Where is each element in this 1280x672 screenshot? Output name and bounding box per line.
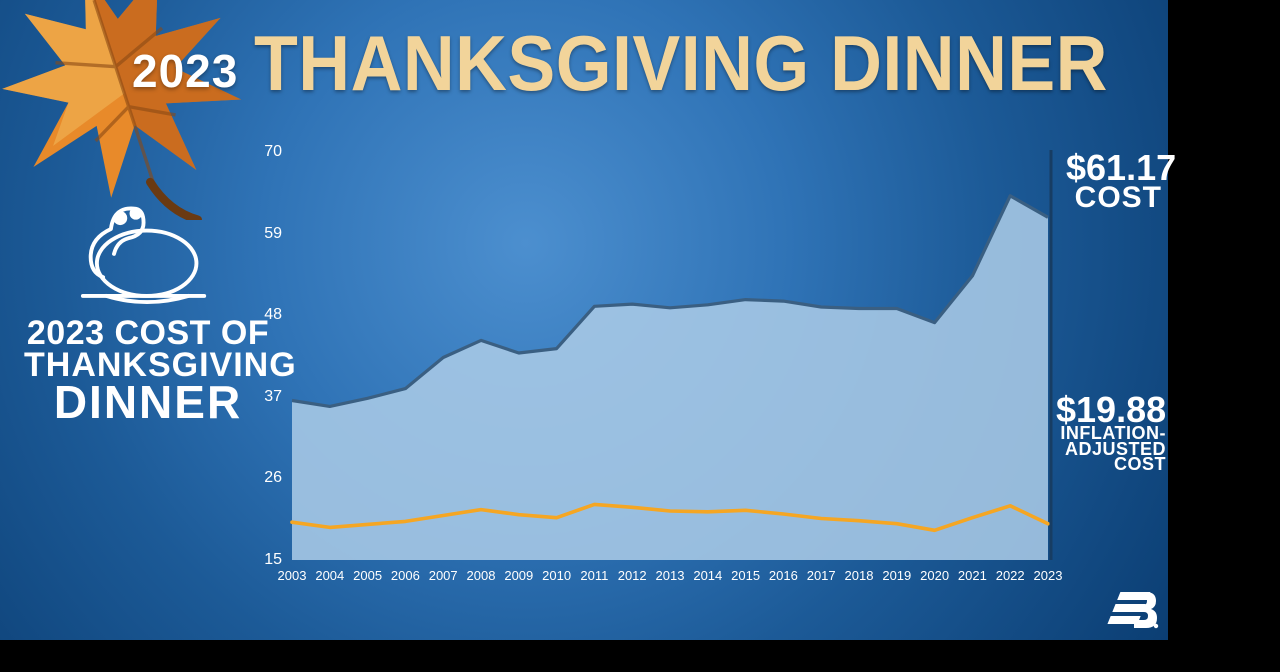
real-cost-label-3: COST [1056,457,1166,473]
y-tick-label: 26 [252,469,282,487]
turkey-icon [72,190,212,310]
infographic-panel: 2023 THANKSGIVING DINNER 2023 COST OF TH… [0,0,1168,640]
nominal-cost-callout: $61.17 COST [1066,152,1162,211]
x-tick-label: 2009 [504,568,533,583]
subtitle-line-1: 2023 COST OF [24,318,272,350]
x-tick-label: 2021 [958,568,987,583]
farm-bureau-logo-icon [1100,588,1162,632]
real-cost-value: $19.88 [1056,394,1166,426]
x-tick-label: 2023 [1034,568,1063,583]
x-tick-label: 2005 [353,568,382,583]
nominal-cost-value: $61.17 [1066,152,1162,184]
x-tick-label: 2020 [920,568,949,583]
header-title: THANKSGIVING DINNER [254,18,1108,109]
x-tick-label: 2015 [731,568,760,583]
x-tick-label: 2007 [429,568,458,583]
x-tick-label: 2003 [278,568,307,583]
x-tick-label: 2008 [467,568,496,583]
y-tick-label: 15 [252,551,282,569]
x-tick-label: 2014 [693,568,722,583]
x-tick-label: 2006 [391,568,420,583]
x-tick-label: 2013 [656,568,685,583]
x-tick-label: 2018 [845,568,874,583]
x-tick-label: 2011 [580,568,608,583]
y-tick-label: 70 [252,143,282,161]
x-tick-label: 2019 [882,568,911,583]
x-tick-label: 2017 [807,568,836,583]
nominal-cost-label: COST [1066,184,1162,211]
x-tick-label: 2004 [315,568,344,583]
y-tick-label: 37 [252,388,282,406]
y-tick-label: 59 [252,225,282,243]
cost-chart: 1526374859702003200420052006200720082009… [292,138,1052,628]
real-cost-callout: $19.88 INFLATION- ADJUSTED COST [1056,394,1166,473]
y-tick-label: 48 [252,306,282,324]
x-tick-label: 2016 [769,568,798,583]
x-tick-label: 2022 [996,568,1025,583]
header-year: 2023 [132,44,238,98]
subtitle-line-3: DINNER [24,381,272,424]
maple-leaf-icon [0,0,260,220]
subtitle-block: 2023 COST OF THANKSGIVING DINNER [24,318,272,424]
x-tick-label: 2012 [618,568,647,583]
x-tick-label: 2010 [542,568,571,583]
